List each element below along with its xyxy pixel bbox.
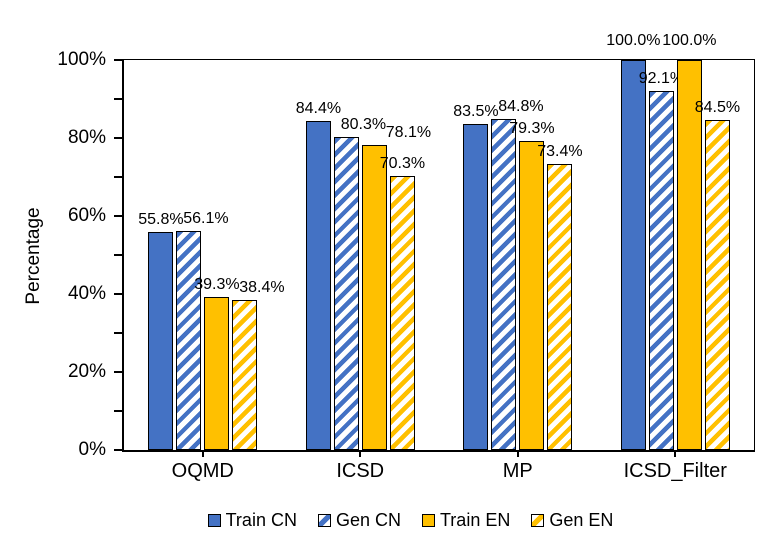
y-axis-tick-label: 100% <box>57 49 106 70</box>
legend-item: Train CN <box>207 509 297 531</box>
legend-marker-solid-swatch <box>207 513 221 527</box>
legend-item: Gen EN <box>531 509 613 531</box>
legend-marker-hatched-swatch <box>317 513 331 527</box>
y-axis-tick-label: 20% <box>67 361 106 382</box>
y-axis-tick <box>114 215 122 217</box>
bar-value-label: 84.4% <box>295 99 342 117</box>
bar-gen-cn <box>491 119 517 450</box>
y-axis-tick <box>114 293 122 295</box>
y-axis-tick-label: 0% <box>78 439 106 460</box>
y-axis-tick-label: 80% <box>67 127 106 148</box>
y-axis-tick <box>114 410 122 412</box>
y-axis-tick <box>114 449 122 451</box>
legend-label: Gen CN <box>335 510 401 530</box>
bar-train-cn <box>620 60 646 450</box>
category-label: OQMD <box>171 460 234 482</box>
bar-value-label: 100.0% <box>662 32 717 49</box>
legend-marker-hatched-swatch <box>531 513 545 527</box>
legend-marker-solid-swatch <box>421 513 435 527</box>
bar-value-label: 84.5% <box>694 99 741 117</box>
bar-gen-cn <box>333 136 359 450</box>
bar-value-label: 73.4% <box>537 142 583 160</box>
bar-value-label: 56.1% <box>183 210 229 228</box>
category-label: ICSD <box>336 460 385 482</box>
bar-gen-en <box>704 120 730 450</box>
bar-train-en <box>204 296 230 450</box>
legend-label: Gen EN <box>549 510 614 530</box>
x-axis-tick <box>359 450 362 457</box>
bar-gen-cn <box>648 90 674 450</box>
bar-value-label: 80.3% <box>340 115 387 133</box>
bar-value-label: 78.1% <box>385 124 432 142</box>
y-axis-tick <box>114 254 122 256</box>
x-axis-tick <box>516 450 519 457</box>
legend: Train CN Gen CN Train EN Gen EN <box>26 509 769 531</box>
bar-value-label: 84.8% <box>498 98 544 116</box>
legend-item: Gen CN <box>317 509 401 531</box>
y-axis-tick <box>114 176 122 178</box>
bar-gen-en <box>547 163 573 450</box>
bar-value-label: 100.0% <box>606 32 661 49</box>
bar-value-label: 55.8% <box>138 211 184 229</box>
bar-gen-en <box>232 300 258 450</box>
bar-train-cn <box>148 232 174 450</box>
y-axis-tick-label: 60% <box>67 205 106 226</box>
y-axis-tick <box>114 371 122 373</box>
bar-train-cn <box>463 124 489 450</box>
bar-value-label: 38.4% <box>239 279 285 297</box>
bar-train-en <box>519 140 545 450</box>
x-axis-tick <box>201 450 204 457</box>
bar-gen-en <box>389 175 415 450</box>
bar-value-label: 92.1% <box>638 69 685 87</box>
bar-gen-cn <box>176 231 202 450</box>
category-label: MP <box>502 460 533 482</box>
y-axis-tick <box>114 332 122 334</box>
bar-value-label: 79.3% <box>509 119 555 137</box>
y-axis-tick-label: 40% <box>67 283 106 304</box>
y-axis-tick <box>114 98 122 100</box>
legend-label: Train EN <box>439 510 511 530</box>
bar-train-en <box>361 145 387 450</box>
y-axis-tick <box>114 137 122 139</box>
bar-train-cn <box>305 120 331 450</box>
y-axis-tick <box>114 59 122 61</box>
x-axis-tick <box>674 450 677 457</box>
bar-train-en <box>676 60 702 450</box>
category-label: ICSD_Filter <box>623 460 727 482</box>
bar-value-label: 39.3% <box>194 275 240 293</box>
bar-value-label: 83.5% <box>453 103 499 121</box>
legend-item: Train EN <box>421 509 511 531</box>
bar-value-label: 70.3% <box>379 154 426 172</box>
plot-area: 55.8% 56.1% 39.3% 38.4% 84.4% 80.3% 78.1% 70.3%… <box>114 32 755 457</box>
legend-label: Train CN <box>225 510 297 530</box>
